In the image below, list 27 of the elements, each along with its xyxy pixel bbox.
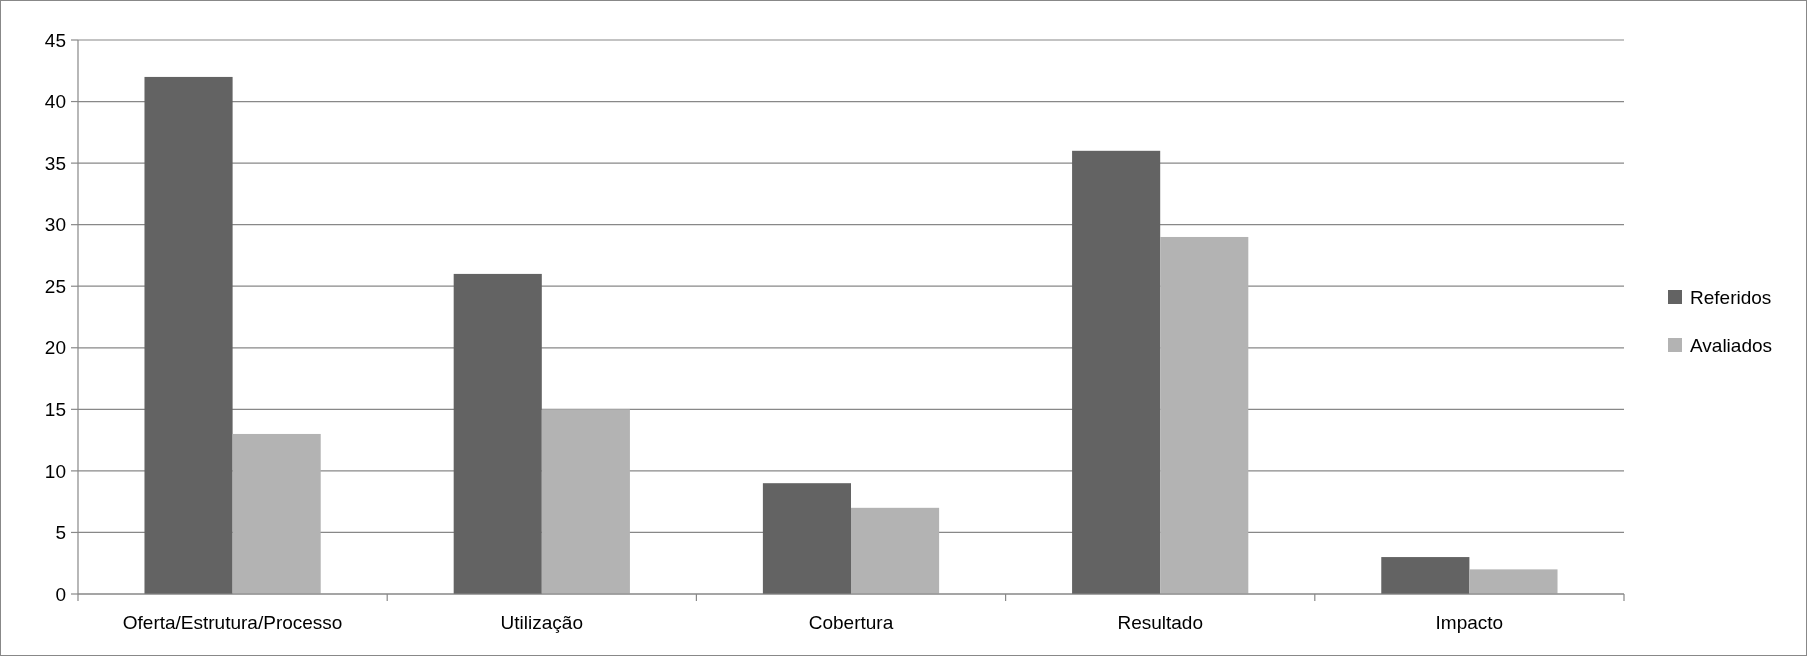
bar (1160, 236, 1249, 594)
y-tick-label: 30 (44, 214, 66, 236)
bar (1072, 150, 1161, 594)
y-tick-label: 35 (44, 152, 66, 174)
x-tick-label: Impacto (1435, 612, 1504, 633)
y-tick-label: 0 (55, 583, 66, 605)
bar (851, 507, 940, 594)
bar (762, 483, 851, 594)
y-tick-label: 20 (44, 337, 66, 359)
bar (144, 76, 233, 594)
bar (232, 433, 321, 594)
x-tick-label: Oferta/Estrutura/Processo (122, 612, 343, 633)
y-tick-label: 45 (44, 29, 66, 51)
y-tick-label: 5 (55, 522, 66, 544)
legend-label: Referidos (1690, 286, 1772, 308)
y-tick-label: 15 (44, 398, 66, 420)
y-tick-label: 10 (44, 460, 66, 482)
bar (1381, 557, 1470, 594)
y-tick-label: 40 (44, 91, 66, 113)
x-tick-label: Cobertura (808, 612, 894, 633)
legend-label: Avaliados (1690, 334, 1773, 356)
x-tick-label: Utilização (500, 612, 583, 633)
y-tick-label: 25 (44, 275, 66, 297)
bar (541, 409, 630, 594)
bar (1469, 569, 1558, 594)
x-tick-label: Resultado (1117, 612, 1203, 633)
bar (453, 273, 542, 594)
